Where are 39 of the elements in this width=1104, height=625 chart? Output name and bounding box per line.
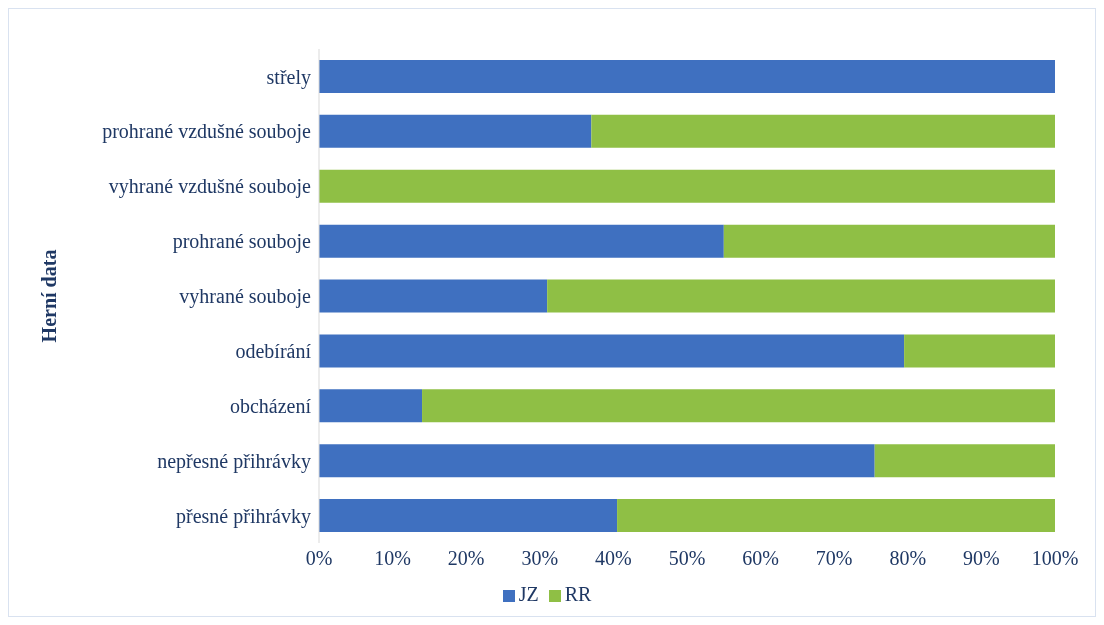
legend-label: JZ [518, 583, 539, 605]
x-tick-label: 90% [963, 547, 1000, 570]
x-tick-label: 60% [742, 547, 779, 570]
x-tick-label: 40% [595, 547, 632, 570]
bar [319, 59, 1055, 93]
x-tick-label: 70% [815, 547, 853, 570]
bar [547, 279, 1055, 313]
bar [319, 114, 592, 148]
y-axis-title: Herní data [38, 249, 61, 343]
bar [319, 224, 724, 258]
bar [319, 334, 905, 368]
y-tick-label: vyhrané vzdušné souboje [108, 175, 312, 199]
y-tick-label: nepřesné přihrávky [157, 449, 311, 473]
y-tick-label: odebírání [235, 339, 312, 362]
bar [319, 389, 423, 423]
x-tick-label: 30% [521, 547, 559, 570]
x-tick-label: 0% [305, 547, 333, 570]
bar [874, 444, 1055, 478]
x-tick-label: 50% [668, 547, 706, 570]
legend-label: RR [564, 583, 592, 605]
x-tick-label: 80% [889, 547, 927, 570]
bar [319, 169, 1055, 203]
y-tick-label: prohrané souboje [172, 230, 312, 254]
bar [319, 499, 618, 533]
bar [319, 279, 548, 313]
y-tick-label: prohrané vzdušné souboje [102, 120, 312, 144]
y-tick-label: obcházení [229, 394, 312, 417]
y-tick-label: přesné přihrávky [176, 504, 311, 528]
bar [723, 224, 1055, 258]
bar [617, 499, 1055, 533]
bar [904, 334, 1055, 368]
x-tick-label: 100% [1031, 547, 1079, 570]
x-tick-label: 10% [374, 547, 411, 570]
y-tick-label: vyhrané souboje [179, 285, 312, 309]
bar [591, 114, 1055, 148]
bar [319, 444, 875, 478]
bar [422, 389, 1055, 423]
x-tick-label: 20% [447, 547, 485, 570]
y-tick-label: střely [266, 65, 311, 89]
